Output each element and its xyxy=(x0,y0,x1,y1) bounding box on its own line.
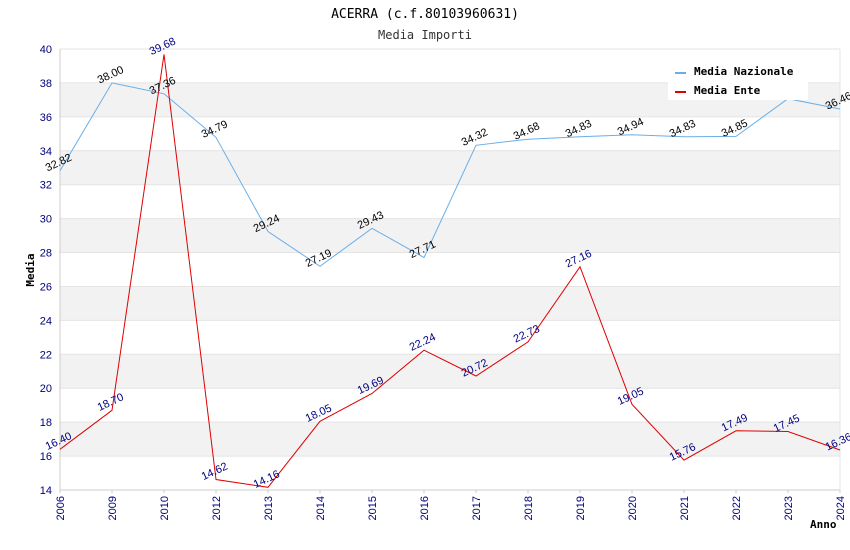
y-tick-label: 32 xyxy=(40,180,52,192)
x-tick-label: 2013 xyxy=(263,496,275,520)
x-axis-ticks: 2006 2009 2010 2012 2013 2014 2015 2016 2017 2018… xyxy=(55,490,847,520)
data-label: 22.24 xyxy=(408,331,438,354)
x-tick-label: 2018 xyxy=(523,496,535,520)
y-tick-label: 38 xyxy=(40,78,52,90)
y-axis-ticks: 14 16 18 20 22 24 26 28 30 32 34 36 38 40 xyxy=(40,44,52,497)
series-lines xyxy=(59,54,841,488)
axes xyxy=(59,49,841,491)
data-label: 19.05 xyxy=(616,385,646,408)
y-tick-label: 36 xyxy=(40,112,52,124)
x-tick-label: 2017 xyxy=(471,496,483,520)
x-tick-label: 2015 xyxy=(367,496,379,520)
y-tick-label: 18 xyxy=(40,417,52,429)
y-tick-label: 28 xyxy=(40,248,52,260)
x-tick-label: 2010 xyxy=(159,496,171,520)
x-tick-label: 2023 xyxy=(783,496,795,520)
grid-band xyxy=(60,354,840,389)
x-tick-label: 2009 xyxy=(107,496,119,520)
y-tick-label: 16 xyxy=(40,451,52,463)
x-axis-label: Anno xyxy=(810,518,837,531)
series-line-nazionale xyxy=(59,82,841,267)
legend-background xyxy=(668,60,808,100)
legend-label-nazionale: Media Nazionale xyxy=(694,65,794,78)
y-tick-label: 26 xyxy=(40,281,52,293)
y-tick-label: 34 xyxy=(40,146,52,158)
y-tick-label: 24 xyxy=(40,315,52,327)
data-label: 18.70 xyxy=(96,391,126,414)
data-label: 34.32 xyxy=(460,126,490,149)
x-tick-label: 2016 xyxy=(419,496,431,520)
grid-band xyxy=(60,150,840,185)
y-tick-label: 40 xyxy=(40,44,52,56)
x-tick-label: 2014 xyxy=(315,496,327,520)
x-tick-label: 2022 xyxy=(731,496,743,520)
chart-title: ACERRA (c.f.80103960631) xyxy=(331,7,519,22)
x-tick-label: 2019 xyxy=(575,496,587,520)
data-label: 14.62 xyxy=(200,461,230,484)
x-tick-label: 2020 xyxy=(627,496,639,520)
y-tick-label: 30 xyxy=(40,214,52,226)
y-tick-label: 14 xyxy=(40,485,52,497)
x-tick-label: 2012 xyxy=(211,496,223,520)
series-line-ente xyxy=(59,54,841,488)
data-label: 22.73 xyxy=(512,323,542,346)
chart-subtitle: Media Importi xyxy=(378,28,472,42)
data-label: 39.68 xyxy=(148,35,178,58)
data-label: 34.79 xyxy=(200,118,230,141)
grid-band xyxy=(60,218,840,253)
grid-band xyxy=(60,286,840,321)
legend: Media Nazionale Media Ente xyxy=(668,60,808,100)
data-label: 18.05 xyxy=(304,402,334,425)
y-tick-label: 20 xyxy=(40,383,52,395)
y-axis-label: Media xyxy=(24,253,37,286)
y-tick-label: 22 xyxy=(40,349,52,361)
x-tick-label: 2006 xyxy=(55,496,67,520)
legend-label-ente: Media Ente xyxy=(694,84,761,97)
x-tick-label: 2021 xyxy=(679,496,691,520)
x-tick-label: 2024 xyxy=(835,496,847,520)
grid-band xyxy=(60,422,840,457)
